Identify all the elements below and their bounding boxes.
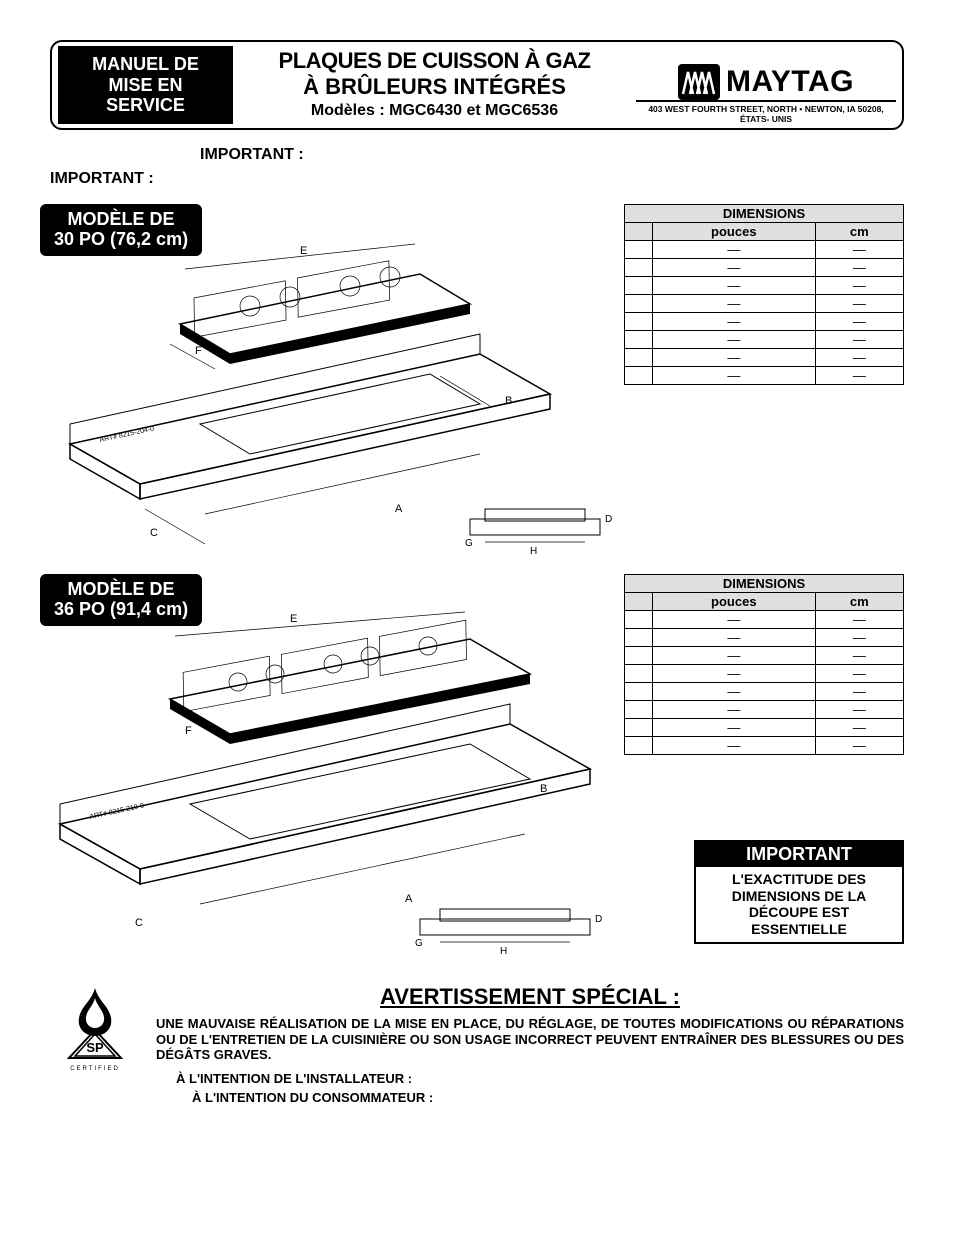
model30-badge-line2: 30 PO (76,2 cm) (54, 230, 188, 250)
svg-text:CERTIFIED: CERTIFIED (70, 1066, 120, 1072)
certification-icon: SP CERTIFIED (50, 984, 140, 1079)
maytag-logo-icon (678, 64, 720, 100)
table-row: —— (625, 719, 904, 737)
dim-title: DIMENSIONS (625, 205, 904, 223)
title-line1: PLAQUES DE CUISSON À GAZ (241, 48, 628, 74)
model-30-diagram: E F B A C ART# 8215-204-0 G H D (50, 224, 620, 564)
svg-text:F: F (185, 725, 192, 737)
svg-text:C: C (135, 917, 143, 929)
col-pouces-36: pouces (653, 593, 816, 611)
important-label-top: IMPORTANT : (200, 146, 904, 164)
company-address: 403 WEST FOURTH STREET, NORTH • NEWTON, … (636, 100, 896, 124)
table-row: —— (625, 701, 904, 719)
warning-text: UNE MAUVAISE RÉALISATION DE LA MISE EN P… (156, 1016, 904, 1063)
logo-block: MAYTAG 403 WEST FOURTH STREET, NORTH • N… (636, 46, 896, 124)
installer-note: À L'INTENTION DE L'INSTALLATEUR : (176, 1071, 904, 1086)
header-box: MANUEL DE MISE EN SERVICE PLAQUES DE CUI… (50, 40, 904, 130)
col-pouces: pouces (653, 223, 816, 241)
important-box-title: IMPORTANT (696, 842, 902, 867)
svg-text:SP: SP (86, 1040, 104, 1055)
svg-text:H: H (530, 546, 537, 557)
warning-section: SP CERTIFIED AVERTISSEMENT SPÉCIAL : UNE… (50, 984, 904, 1105)
table-row: —— (625, 665, 904, 683)
svg-text:E: E (290, 613, 297, 625)
table-row: —— (625, 611, 904, 629)
svg-text:G: G (465, 538, 473, 549)
table-row: —— (625, 277, 904, 295)
table-row: —— (625, 647, 904, 665)
table-row: —— (625, 313, 904, 331)
svg-text:G: G (415, 938, 423, 949)
important-box-body: L'EXACTITUDE DES DIMENSIONS DE LA DÉCOUP… (696, 867, 902, 942)
title-line2: À BRÛLEURS INTÉGRÉS (241, 74, 628, 100)
table-row: —— (625, 295, 904, 313)
model-36-diagram: E F B A C ART# 8215-210-0 G H D (50, 594, 620, 954)
model36-badge-line2: 36 PO (91,4 cm) (54, 600, 188, 620)
table-row: —— (625, 331, 904, 349)
model-36-dimensions-table: DIMENSIONS pouces cm —— —— —— —— —— —— —… (624, 574, 904, 755)
part-number-36: ART# 8215-210-0 (89, 803, 145, 821)
table-row: —— (625, 259, 904, 277)
model-36-section: MODÈLE DE 36 PO (91,4 cm) E F B A C ART#… (50, 574, 904, 964)
svg-text:D: D (605, 514, 612, 525)
table-row: —— (625, 349, 904, 367)
manual-line1: MANUEL DE (68, 54, 223, 75)
model-30-section: MODÈLE DE 30 PO (76,2 cm) E F B A C (50, 204, 904, 554)
table-row: —— (625, 737, 904, 755)
table-row: —— (625, 629, 904, 647)
svg-text:E: E (300, 245, 307, 257)
col-cm-36: cm (815, 593, 903, 611)
model-36-badge: MODÈLE DE 36 PO (91,4 cm) (40, 574, 202, 626)
part-number-30: ART# 8215-204-0 (99, 426, 155, 444)
svg-text:A: A (395, 503, 403, 515)
table-row: —— (625, 683, 904, 701)
svg-text:F: F (195, 345, 202, 357)
svg-text:B: B (505, 395, 512, 407)
model-30-dimensions-table: DIMENSIONS pouces cm —— —— —— —— —— —— —… (624, 204, 904, 385)
svg-text:A: A (405, 893, 413, 905)
product-title: PLAQUES DE CUISSON À GAZ À BRÛLEURS INTÉ… (233, 46, 636, 124)
table-row: —— (625, 367, 904, 385)
svg-text:C: C (150, 527, 158, 539)
manual-line2: MISE EN SERVICE (68, 75, 223, 116)
model-numbers: Modèles : MGC6430 et MGC6536 (241, 102, 628, 120)
dim-title-36: DIMENSIONS (625, 575, 904, 593)
important-label-left: IMPORTANT : (50, 170, 904, 188)
manual-title-box: MANUEL DE MISE EN SERVICE (58, 46, 233, 124)
warning-title: AVERTISSEMENT SPÉCIAL : (156, 984, 904, 1010)
svg-text:H: H (500, 946, 507, 954)
svg-text:D: D (595, 914, 602, 925)
brand-name: MAYTAG (726, 65, 854, 99)
model30-badge-line1: MODÈLE DE (54, 210, 188, 230)
col-cm: cm (815, 223, 903, 241)
model-30-badge: MODÈLE DE 30 PO (76,2 cm) (40, 204, 202, 256)
table-row: —— (625, 241, 904, 259)
consumer-note: À L'INTENTION DU CONSOMMATEUR : (192, 1090, 904, 1105)
model36-badge-line1: MODÈLE DE (54, 580, 188, 600)
svg-text:B: B (540, 783, 547, 795)
important-callout-box: IMPORTANT L'EXACTITUDE DES DIMENSIONS DE… (694, 840, 904, 944)
